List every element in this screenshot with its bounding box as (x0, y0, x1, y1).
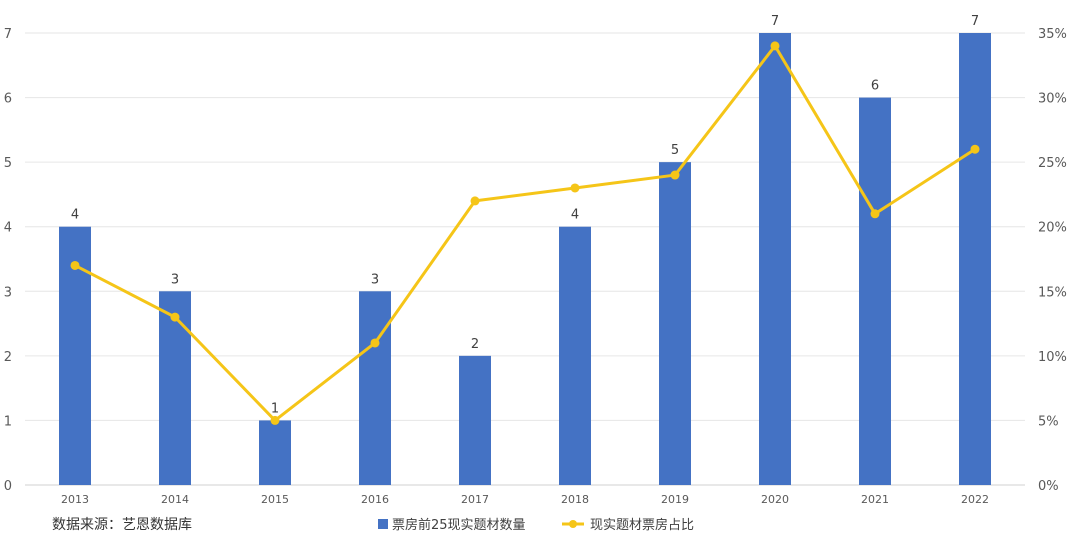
left-tick-label: 7 (4, 27, 12, 42)
bar (759, 33, 791, 485)
legend-swatch-bar (378, 519, 388, 529)
bar (859, 97, 891, 486)
right-axis-ticks: 0% 5% 10% 15% 20% 25% 30% 35% (1038, 27, 1067, 494)
line-point (170, 312, 180, 322)
line-point (570, 183, 580, 193)
x-tick-label: 2020 (761, 493, 789, 506)
line-point (370, 338, 380, 348)
left-tick-label: 1 (4, 414, 12, 429)
left-tick-label: 0 (4, 479, 12, 494)
left-tick-label: 6 (4, 92, 12, 107)
x-tick-label: 2013 (61, 493, 89, 506)
bar-data-label: 5 (671, 143, 679, 158)
bar-data-label: 3 (371, 272, 379, 287)
gridlines (25, 32, 1025, 486)
bar-series (59, 33, 991, 486)
x-tick-label: 2022 (961, 493, 989, 506)
bar-data-label: 6 (871, 79, 879, 94)
legend-swatch-marker (569, 520, 577, 528)
line-point (870, 209, 880, 219)
x-tick-label: 2021 (861, 493, 889, 506)
x-tick-label: 2014 (161, 493, 189, 506)
source-note: 数据来源：艺恩数据库 (52, 517, 192, 533)
legend-label-bar: 票房前25现实题材数量 (392, 517, 526, 533)
bar-data-labels: 4 3 1 3 2 4 5 7 6 7 (71, 14, 979, 416)
left-tick-label: 3 (4, 285, 12, 300)
bar-data-label: 1 (271, 401, 279, 416)
x-tick-label: 2017 (461, 493, 489, 506)
right-tick-label: 15% (1038, 285, 1067, 300)
legend-label-line: 现实题材票房占比 (590, 517, 694, 533)
right-tick-label: 10% (1038, 350, 1067, 365)
line-point (770, 41, 780, 51)
line-series (70, 41, 980, 425)
x-axis-ticks: 2013 2014 2015 2016 2017 2018 2019 2020 2021 2022 (61, 493, 989, 506)
line-point (970, 144, 980, 154)
bar (359, 291, 391, 485)
line-point (470, 196, 480, 206)
right-tick-label: 20% (1038, 221, 1067, 236)
x-tick-label: 2018 (561, 493, 589, 506)
bar (959, 33, 991, 485)
right-tick-label: 0% (1038, 479, 1059, 494)
bar (159, 291, 191, 485)
line-point (270, 415, 280, 425)
bar-data-label: 2 (471, 337, 479, 352)
right-tick-label: 5% (1038, 414, 1059, 429)
x-tick-label: 2015 (261, 493, 289, 506)
left-axis-ticks: 0 1 2 3 4 5 6 7 (4, 27, 12, 494)
bar (459, 355, 491, 485)
right-tick-label: 30% (1038, 92, 1067, 107)
legend: 票房前25现实题材数量 现实题材票房占比 (378, 517, 694, 533)
bar-data-label: 4 (71, 208, 79, 223)
bar-data-label: 3 (171, 272, 179, 287)
right-tick-label: 25% (1038, 156, 1067, 171)
left-tick-label: 2 (4, 350, 12, 365)
line-point (70, 260, 80, 270)
line-path (74, 44, 976, 422)
bar-data-label: 4 (571, 208, 579, 223)
left-tick-label: 5 (4, 156, 12, 171)
bar (559, 226, 591, 485)
line-point (670, 170, 680, 180)
bar-data-label: 7 (771, 14, 779, 29)
bar (259, 420, 291, 485)
bar-data-label: 7 (971, 14, 979, 29)
right-tick-label: 35% (1038, 27, 1067, 42)
x-tick-label: 2019 (661, 493, 689, 506)
left-tick-label: 4 (4, 221, 12, 236)
x-tick-label: 2016 (361, 493, 389, 506)
bar (659, 162, 691, 485)
